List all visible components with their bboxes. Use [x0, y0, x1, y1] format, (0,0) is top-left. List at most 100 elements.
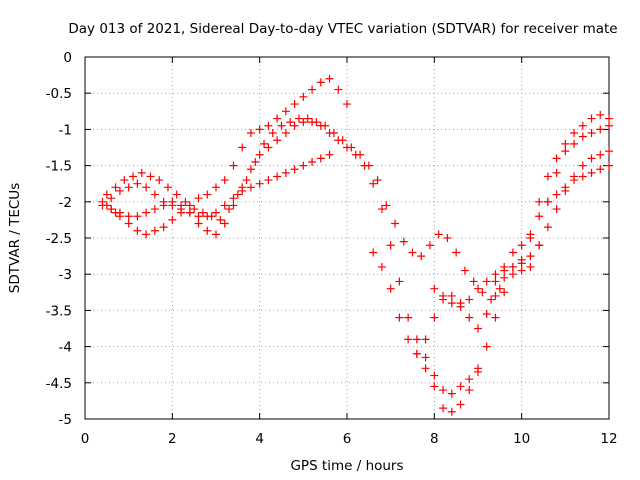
data-point	[238, 143, 247, 152]
data-point	[281, 168, 290, 177]
data-point	[417, 252, 426, 261]
data-point	[325, 74, 334, 83]
data-point	[229, 201, 238, 210]
data-point	[500, 262, 509, 271]
y-tick-label: -5	[59, 412, 72, 428]
data-point	[111, 183, 120, 192]
data-point	[465, 375, 474, 384]
data-point	[299, 161, 308, 170]
data-point	[578, 121, 587, 130]
data-point	[142, 230, 151, 239]
series-track-4	[98, 150, 334, 221]
data-point	[194, 212, 203, 221]
data-point	[543, 223, 552, 232]
data-point	[605, 161, 613, 170]
axis-ticks	[84, 56, 610, 420]
data-point	[294, 114, 303, 123]
data-point	[543, 197, 552, 206]
y-tick-label: 0	[63, 50, 72, 66]
data-point	[242, 176, 251, 185]
data-point	[334, 85, 343, 94]
data-point	[456, 302, 465, 311]
data-point	[587, 114, 596, 123]
data-point	[133, 179, 142, 188]
data-point	[596, 125, 605, 134]
data-point	[596, 150, 605, 159]
data-point	[570, 176, 579, 185]
data-point	[570, 129, 579, 138]
data-point	[399, 237, 408, 246]
data-point	[561, 147, 570, 156]
data-point	[526, 234, 535, 242]
data-point	[373, 176, 382, 185]
data-point	[172, 190, 181, 199]
data-point	[159, 223, 168, 232]
data-point	[277, 121, 286, 130]
data-point	[124, 219, 133, 228]
data-point	[303, 114, 312, 123]
data-point	[220, 219, 229, 228]
data-point	[570, 139, 579, 148]
data-point	[185, 201, 194, 210]
data-point	[115, 208, 124, 217]
data-points	[98, 74, 613, 416]
data-point	[168, 201, 177, 210]
data-point	[290, 121, 299, 130]
data-point	[491, 313, 500, 322]
data-point	[212, 208, 220, 217]
data-point	[517, 266, 526, 275]
data-point	[203, 190, 212, 199]
data-point	[98, 201, 107, 210]
data-point	[308, 118, 317, 127]
data-point	[605, 147, 613, 156]
data-point	[115, 186, 124, 195]
data-point	[299, 92, 308, 101]
data-point	[308, 157, 317, 166]
data-point	[343, 100, 351, 109]
data-point	[316, 78, 325, 87]
data-point	[150, 190, 159, 199]
data-point	[102, 190, 111, 199]
data-point	[404, 335, 413, 344]
data-point	[447, 407, 456, 416]
data-point	[482, 310, 491, 319]
data-point	[260, 139, 269, 148]
data-point	[238, 186, 247, 195]
data-point	[129, 172, 138, 181]
x-tick-label: 8	[430, 431, 439, 447]
y-tick-labels: 0 -0.5 -1 -1.5 -2 -2.5 -3 -3.5 -4 -4.5 -5	[46, 50, 72, 428]
data-point	[316, 154, 325, 163]
data-point	[185, 208, 194, 217]
data-point	[421, 335, 430, 344]
data-point	[281, 129, 290, 138]
data-point	[452, 248, 461, 257]
data-point	[487, 295, 496, 304]
data-point	[395, 277, 404, 286]
data-point	[474, 284, 482, 293]
x-tick-label: 10	[513, 431, 530, 447]
data-point	[517, 259, 526, 268]
data-point	[163, 183, 172, 192]
data-point	[552, 205, 561, 214]
data-point	[421, 353, 430, 362]
data-point	[543, 172, 552, 181]
data-point	[150, 226, 159, 235]
x-axis-label: GPS time / hours	[290, 458, 403, 474]
data-point	[225, 205, 234, 214]
data-point	[587, 129, 596, 138]
data-point	[251, 157, 260, 166]
data-point	[146, 172, 155, 181]
data-point	[194, 219, 203, 228]
data-point	[212, 230, 220, 239]
data-point	[264, 121, 273, 130]
data-point	[124, 212, 133, 221]
data-point	[377, 262, 386, 271]
data-point	[299, 118, 308, 127]
data-point	[107, 205, 116, 214]
data-point	[142, 183, 151, 192]
x-tick-label: 4	[255, 431, 264, 447]
x-tick-label: 2	[168, 431, 177, 447]
data-point	[552, 190, 561, 199]
